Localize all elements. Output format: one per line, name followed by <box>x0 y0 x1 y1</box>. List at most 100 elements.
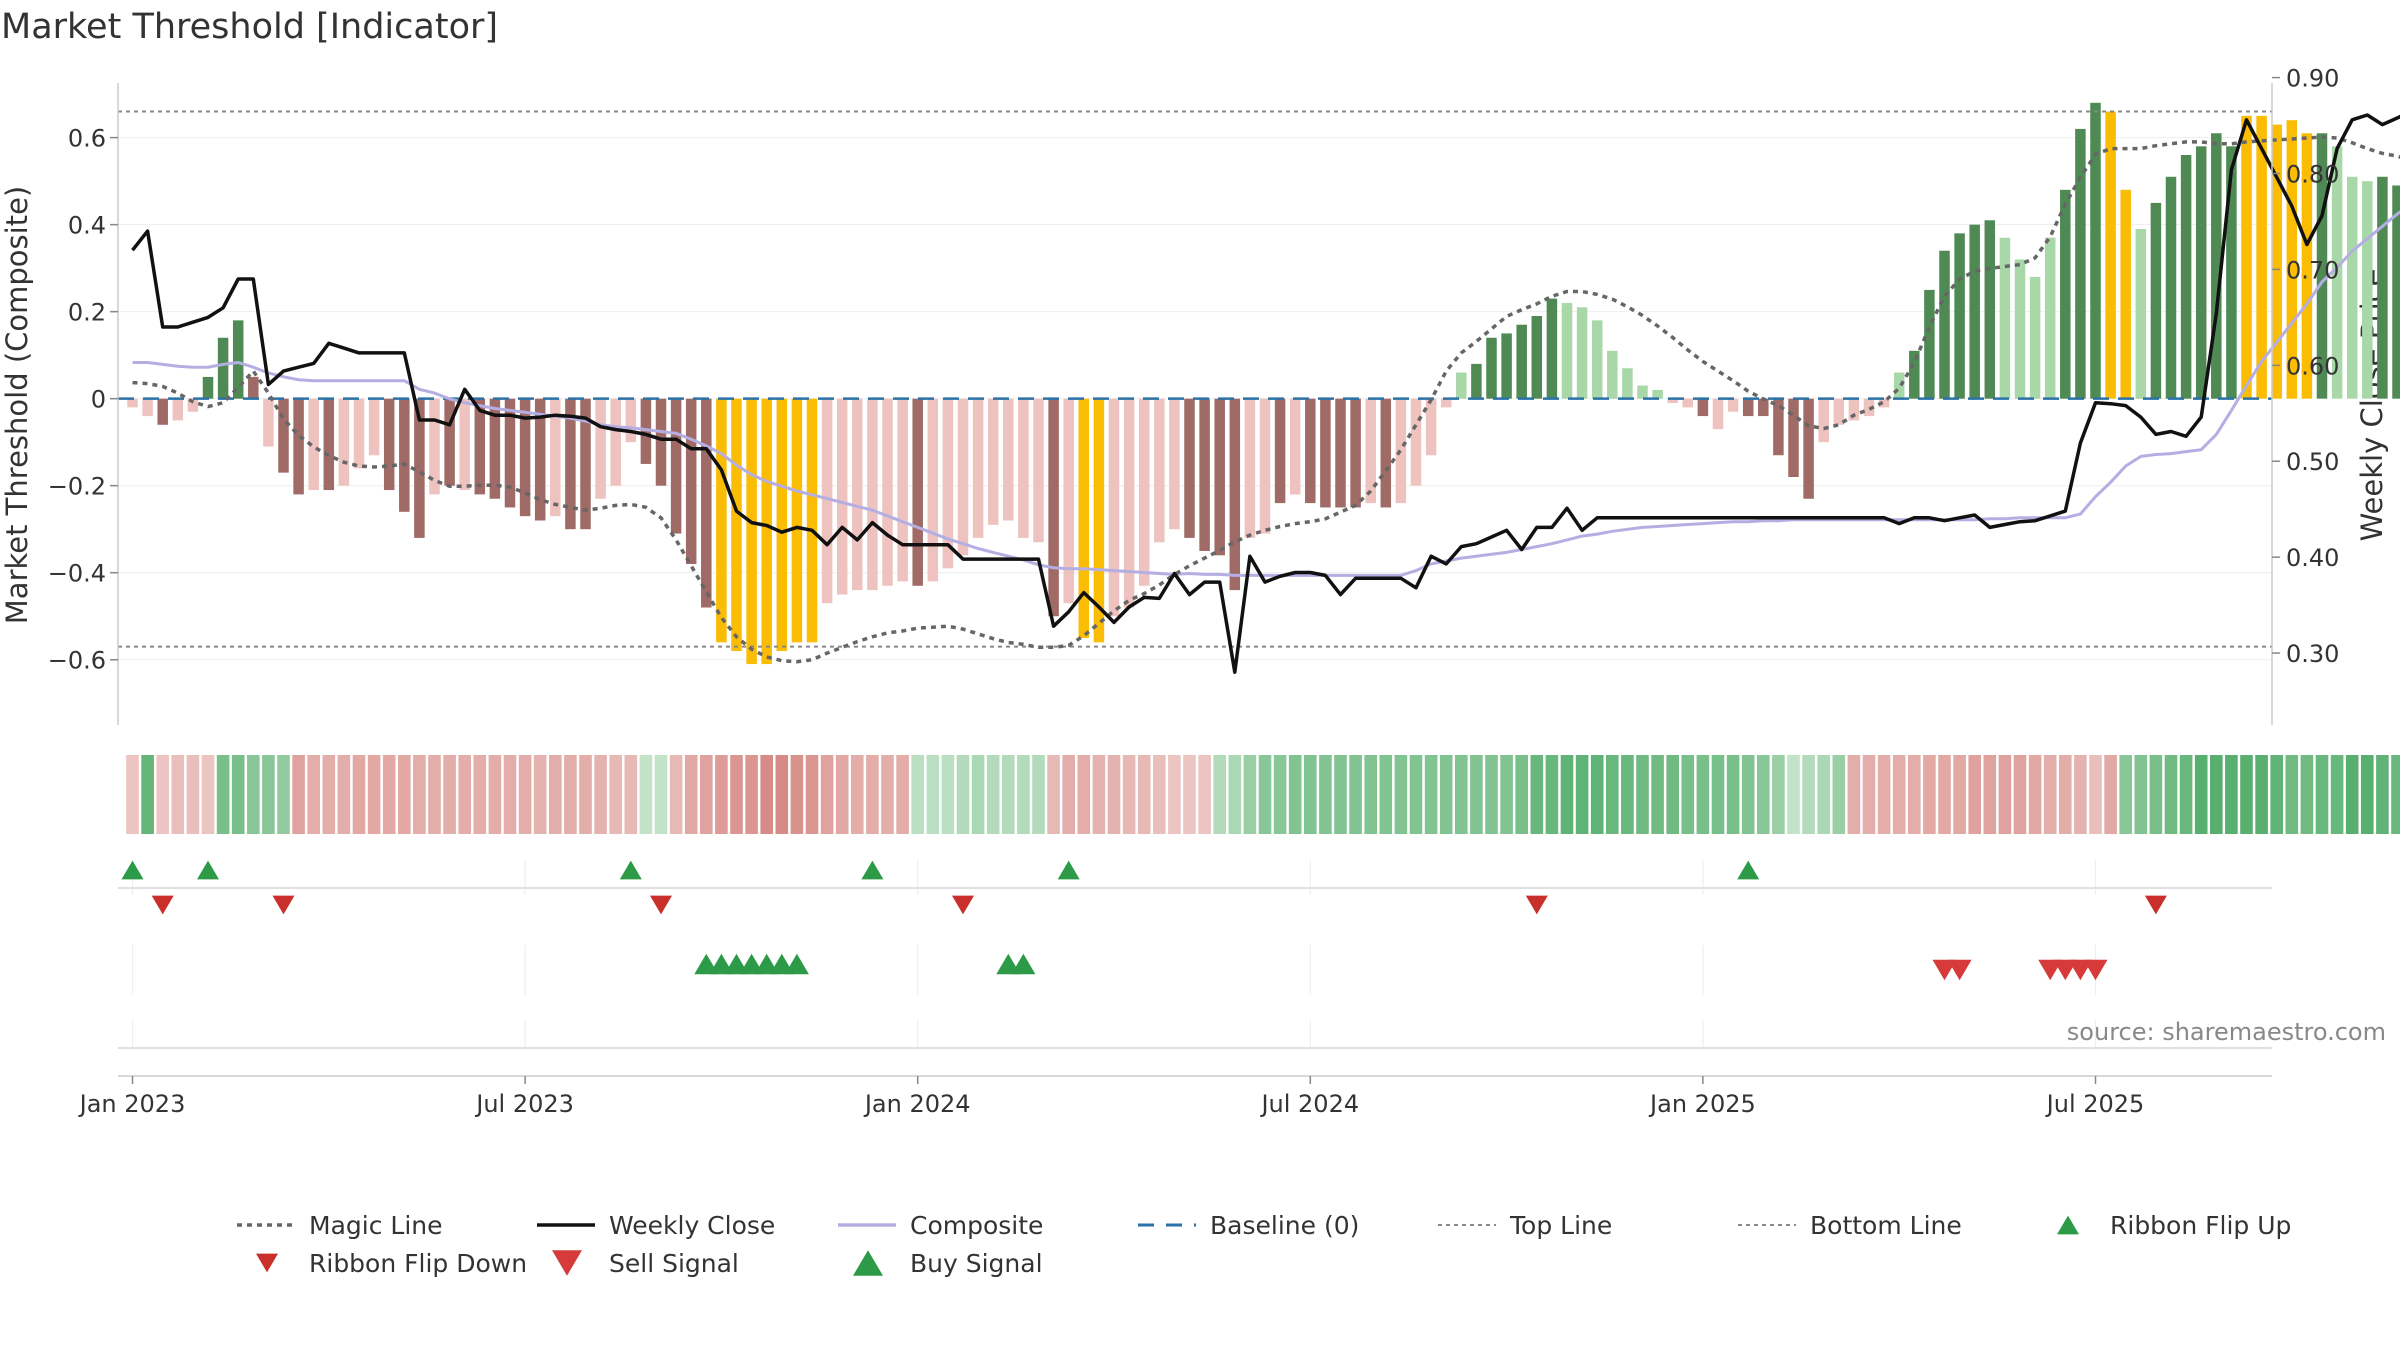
legend-item: Ribbon Flip Down <box>256 1249 527 1278</box>
ribbon-cell <box>1470 755 1483 834</box>
composite-bar <box>595 399 606 499</box>
composite-bar <box>1501 333 1512 398</box>
composite-bar <box>2060 190 2071 399</box>
ribbon-cell <box>1908 755 1921 834</box>
composite-bar <box>2181 155 2192 399</box>
ribbon-cell <box>1893 755 1906 834</box>
composite-bar <box>988 399 999 525</box>
composite-bar <box>671 399 682 534</box>
composite-bar <box>173 399 184 421</box>
ribbon-flip-up-marker <box>861 861 883 880</box>
composite-bar <box>792 399 803 643</box>
ribbon-cell <box>292 755 305 834</box>
ribbon-cell <box>1229 755 1242 834</box>
ribbon-flip-down-marker <box>952 896 974 915</box>
x-tick-label: Jan 2024 <box>863 1090 971 1118</box>
composite-bar <box>1018 399 1029 538</box>
ribbon-cell <box>2270 755 2283 834</box>
ribbon-cell <box>1108 755 1121 834</box>
ribbon-cell <box>700 755 713 834</box>
ribbon-cell <box>791 755 804 834</box>
composite-bar <box>1894 373 1905 399</box>
y-tick-label: −0.2 <box>48 473 106 501</box>
ribbon-cell <box>1093 755 1106 834</box>
ribbon-cell <box>625 755 638 834</box>
ribbon-cell <box>685 755 698 834</box>
composite-bar <box>1365 399 1376 503</box>
y-tick-label: 0.6 <box>68 125 106 153</box>
ribbon-cell <box>1531 755 1544 834</box>
ribbon-cell <box>156 755 169 834</box>
composite-bar <box>2151 203 2162 399</box>
ribbon-cell <box>1515 755 1528 834</box>
composite-bar <box>1381 399 1392 508</box>
y2-tick-label: 0.40 <box>2286 544 2339 572</box>
sell-signal-marker <box>1948 960 1972 980</box>
ribbon-cell <box>594 755 607 834</box>
ribbon-cell <box>1817 755 1830 834</box>
ribbon-cell <box>564 755 577 834</box>
composite-bar <box>384 399 395 490</box>
ribbon-cell <box>217 755 230 834</box>
ribbon-cell <box>353 755 366 834</box>
ribbon-cell <box>1561 755 1574 834</box>
composite-bar <box>943 399 954 569</box>
ribbon-cell <box>413 755 426 834</box>
x-tick-label: Jul 2024 <box>1259 1090 1359 1118</box>
legend-label: Baseline (0) <box>1210 1211 1359 1240</box>
ribbon-cell <box>942 755 955 834</box>
ribbon-cell <box>519 755 532 834</box>
composite-bar <box>1184 399 1195 538</box>
ribbon-flip-down-marker <box>650 896 672 915</box>
ribbon-cell <box>896 755 909 834</box>
composite-bar <box>263 399 274 447</box>
ribbon-cell <box>1440 755 1453 834</box>
ribbon-cell <box>1576 755 1589 834</box>
ribbon-cell <box>1410 755 1423 834</box>
ribbon-cell <box>1032 755 1045 834</box>
legend-item: Buy Signal <box>853 1249 1043 1278</box>
legend-swatch-marker <box>552 1250 582 1276</box>
ribbon-cell <box>1334 755 1347 834</box>
ribbon-cell <box>1968 755 1981 834</box>
composite-bar <box>1426 399 1437 456</box>
ribbon-cell <box>1938 755 1951 834</box>
y2-tick-label: 0.50 <box>2286 448 2339 476</box>
y-tick-label: 0 <box>91 386 106 414</box>
ribbon-cell <box>957 755 970 834</box>
composite-bar <box>912 399 923 586</box>
ribbon-flip-up-marker <box>620 861 642 880</box>
ribbon-cell <box>1078 755 1091 834</box>
ribbon-cell <box>1289 755 1302 834</box>
ribbon-cell <box>187 755 200 834</box>
ribbon-cell <box>745 755 758 834</box>
ribbon-cell <box>640 755 653 834</box>
ribbon-cell <box>1017 755 1030 834</box>
composite-bar <box>1683 399 1694 408</box>
y-tick-label: −0.4 <box>48 560 106 588</box>
ribbon-cell <box>1485 755 1498 834</box>
legend-item: Weekly Close <box>537 1211 775 1240</box>
composite-bar <box>1743 399 1754 416</box>
ribbon-cell <box>549 755 562 834</box>
composite-bar <box>897 399 908 582</box>
composite-bar <box>1954 233 1965 398</box>
ribbon-cell <box>2301 755 2314 834</box>
ribbon-cell <box>851 755 864 834</box>
legend-label: Buy Signal <box>910 1249 1043 1278</box>
composite-bar <box>1516 325 1527 399</box>
ribbon-cell <box>821 755 834 834</box>
legend-item: Bottom Line <box>1738 1211 1962 1240</box>
composite-bar <box>2377 177 2388 399</box>
legend-item: Ribbon Flip Up <box>2057 1211 2291 1240</box>
composite-bar <box>928 399 939 582</box>
composite-bar <box>1320 399 1331 508</box>
ribbon-cell <box>172 755 185 834</box>
composite-bar <box>1788 399 1799 477</box>
composite-bar <box>1637 386 1648 399</box>
ribbon-cell <box>2104 755 2117 834</box>
composite-bar <box>2090 103 2101 399</box>
ribbon-cell <box>126 755 139 834</box>
ribbon-cell <box>927 755 940 834</box>
